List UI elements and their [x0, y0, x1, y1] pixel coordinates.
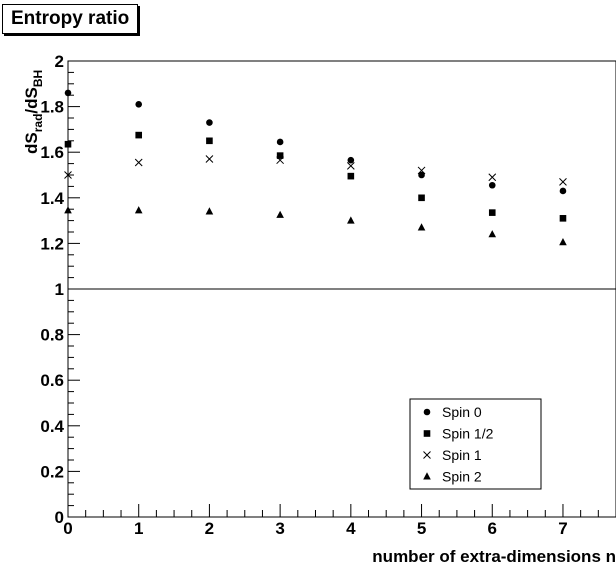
- point-spin-1-2: [135, 131, 143, 139]
- cross-stroke: [205, 155, 214, 163]
- legend-marker-spin-1-2: [423, 430, 431, 437]
- y-tick-label: 0.8: [40, 326, 64, 345]
- legend-label-spin-1: Spin 1: [442, 447, 482, 463]
- x-tick-label: 1: [134, 519, 143, 538]
- chart-title-box: Entropy ratio: [2, 4, 139, 34]
- point-spin-1: [488, 173, 497, 182]
- point-spin-1-2: [206, 137, 213, 145]
- point-spin-2: [347, 216, 355, 224]
- point-spin-1-2: [347, 172, 355, 180]
- y-tick-label: 1.6: [40, 143, 64, 162]
- y-tick-label: 0.6: [40, 371, 64, 390]
- x-axis: 0 1 2 3 4 5 6 7: [63, 504, 616, 538]
- point-spin-0: [206, 119, 213, 126]
- point-spin-1: [205, 155, 214, 163]
- y-tick-label: 2: [55, 52, 64, 71]
- point-spin-1: [64, 171, 72, 179]
- y-tick-label: 0.2: [40, 462, 64, 481]
- cross-stroke: [64, 171, 72, 179]
- x-tick-label: 2: [205, 519, 214, 538]
- chart-title: Entropy ratio: [11, 8, 130, 29]
- point-spin-0: [64, 89, 72, 97]
- legend-label-spin-0: Spin 0: [442, 404, 482, 420]
- point-spin-0: [276, 138, 284, 146]
- y-tick-label: 1.4: [40, 189, 64, 208]
- point-spin-1: [417, 166, 426, 175]
- point-spin-1-2: [418, 194, 425, 202]
- y-label-sub1: rad: [31, 114, 45, 133]
- point-spin-1: [559, 177, 567, 186]
- y-label-slash: /dS: [22, 87, 41, 113]
- point-spin-1-2: [559, 215, 567, 222]
- point-spin-2: [559, 238, 567, 246]
- cross-stroke: [559, 177, 567, 186]
- x-tick-label: 4: [346, 519, 356, 538]
- point-spin-0: [347, 156, 355, 164]
- legend: Spin 0 Spin 1/2 Spin 1 Spin 2: [409, 398, 542, 490]
- data-markers: [64, 89, 567, 246]
- y-axis: 0 0.2 0.4 0.6 0.8 1 1.2 1.4 1.6 1.8 2: [40, 52, 80, 527]
- point-spin-2: [205, 207, 214, 215]
- x-axis-label: number of extra-dimensions n: [372, 547, 616, 566]
- cross-stroke: [488, 173, 497, 182]
- x-tick-label: 5: [417, 519, 426, 538]
- x-tick-label: 3: [275, 519, 284, 538]
- y-axis-label: dSrad/dSBH: [22, 70, 45, 154]
- x-tick-label: 7: [558, 519, 567, 538]
- point-spin-1-2: [276, 152, 284, 159]
- point-spin-2: [134, 206, 143, 214]
- legend-label-spin-2: Spin 2: [442, 469, 482, 485]
- cross-stroke: [134, 158, 143, 167]
- legend-box: [409, 398, 542, 490]
- x-tick-label: 0: [63, 519, 72, 538]
- y-label-main: dS: [22, 132, 41, 154]
- point-spin-1-2: [488, 209, 496, 216]
- point-spin-2: [417, 223, 426, 231]
- point-spin-1-2: [64, 140, 72, 148]
- legend-marker-spin-0: [423, 408, 431, 416]
- y-tick-label: 0: [55, 508, 64, 527]
- point-spin-0: [559, 187, 567, 195]
- point-spin-0: [418, 171, 425, 179]
- cross-stroke: [423, 451, 431, 459]
- y-tick-label: 1: [55, 280, 64, 299]
- legend-marker-spin-2: [423, 472, 431, 480]
- cross-stroke: [346, 162, 355, 170]
- point-spin-1: [346, 162, 355, 170]
- point-spin-2: [276, 210, 284, 218]
- y-tick-label: 0.4: [40, 417, 64, 436]
- point-spin-0: [135, 101, 143, 108]
- point-spin-1: [134, 158, 143, 167]
- point-spin-2: [64, 206, 72, 214]
- cross-stroke: [276, 156, 284, 165]
- legend-marker-spin-1: [423, 451, 431, 459]
- point-spin-0: [488, 181, 496, 189]
- point-spin-2: [488, 230, 497, 238]
- y-tick-label: 1.2: [40, 234, 64, 253]
- y-tick-label: 1.8: [40, 98, 64, 117]
- x-tick-label: 6: [488, 519, 497, 538]
- cross-stroke: [417, 166, 426, 175]
- point-spin-1: [276, 156, 284, 165]
- y-label-sub2: BH: [31, 70, 45, 87]
- legend-label-spin-1-2: Spin 1/2: [442, 426, 494, 442]
